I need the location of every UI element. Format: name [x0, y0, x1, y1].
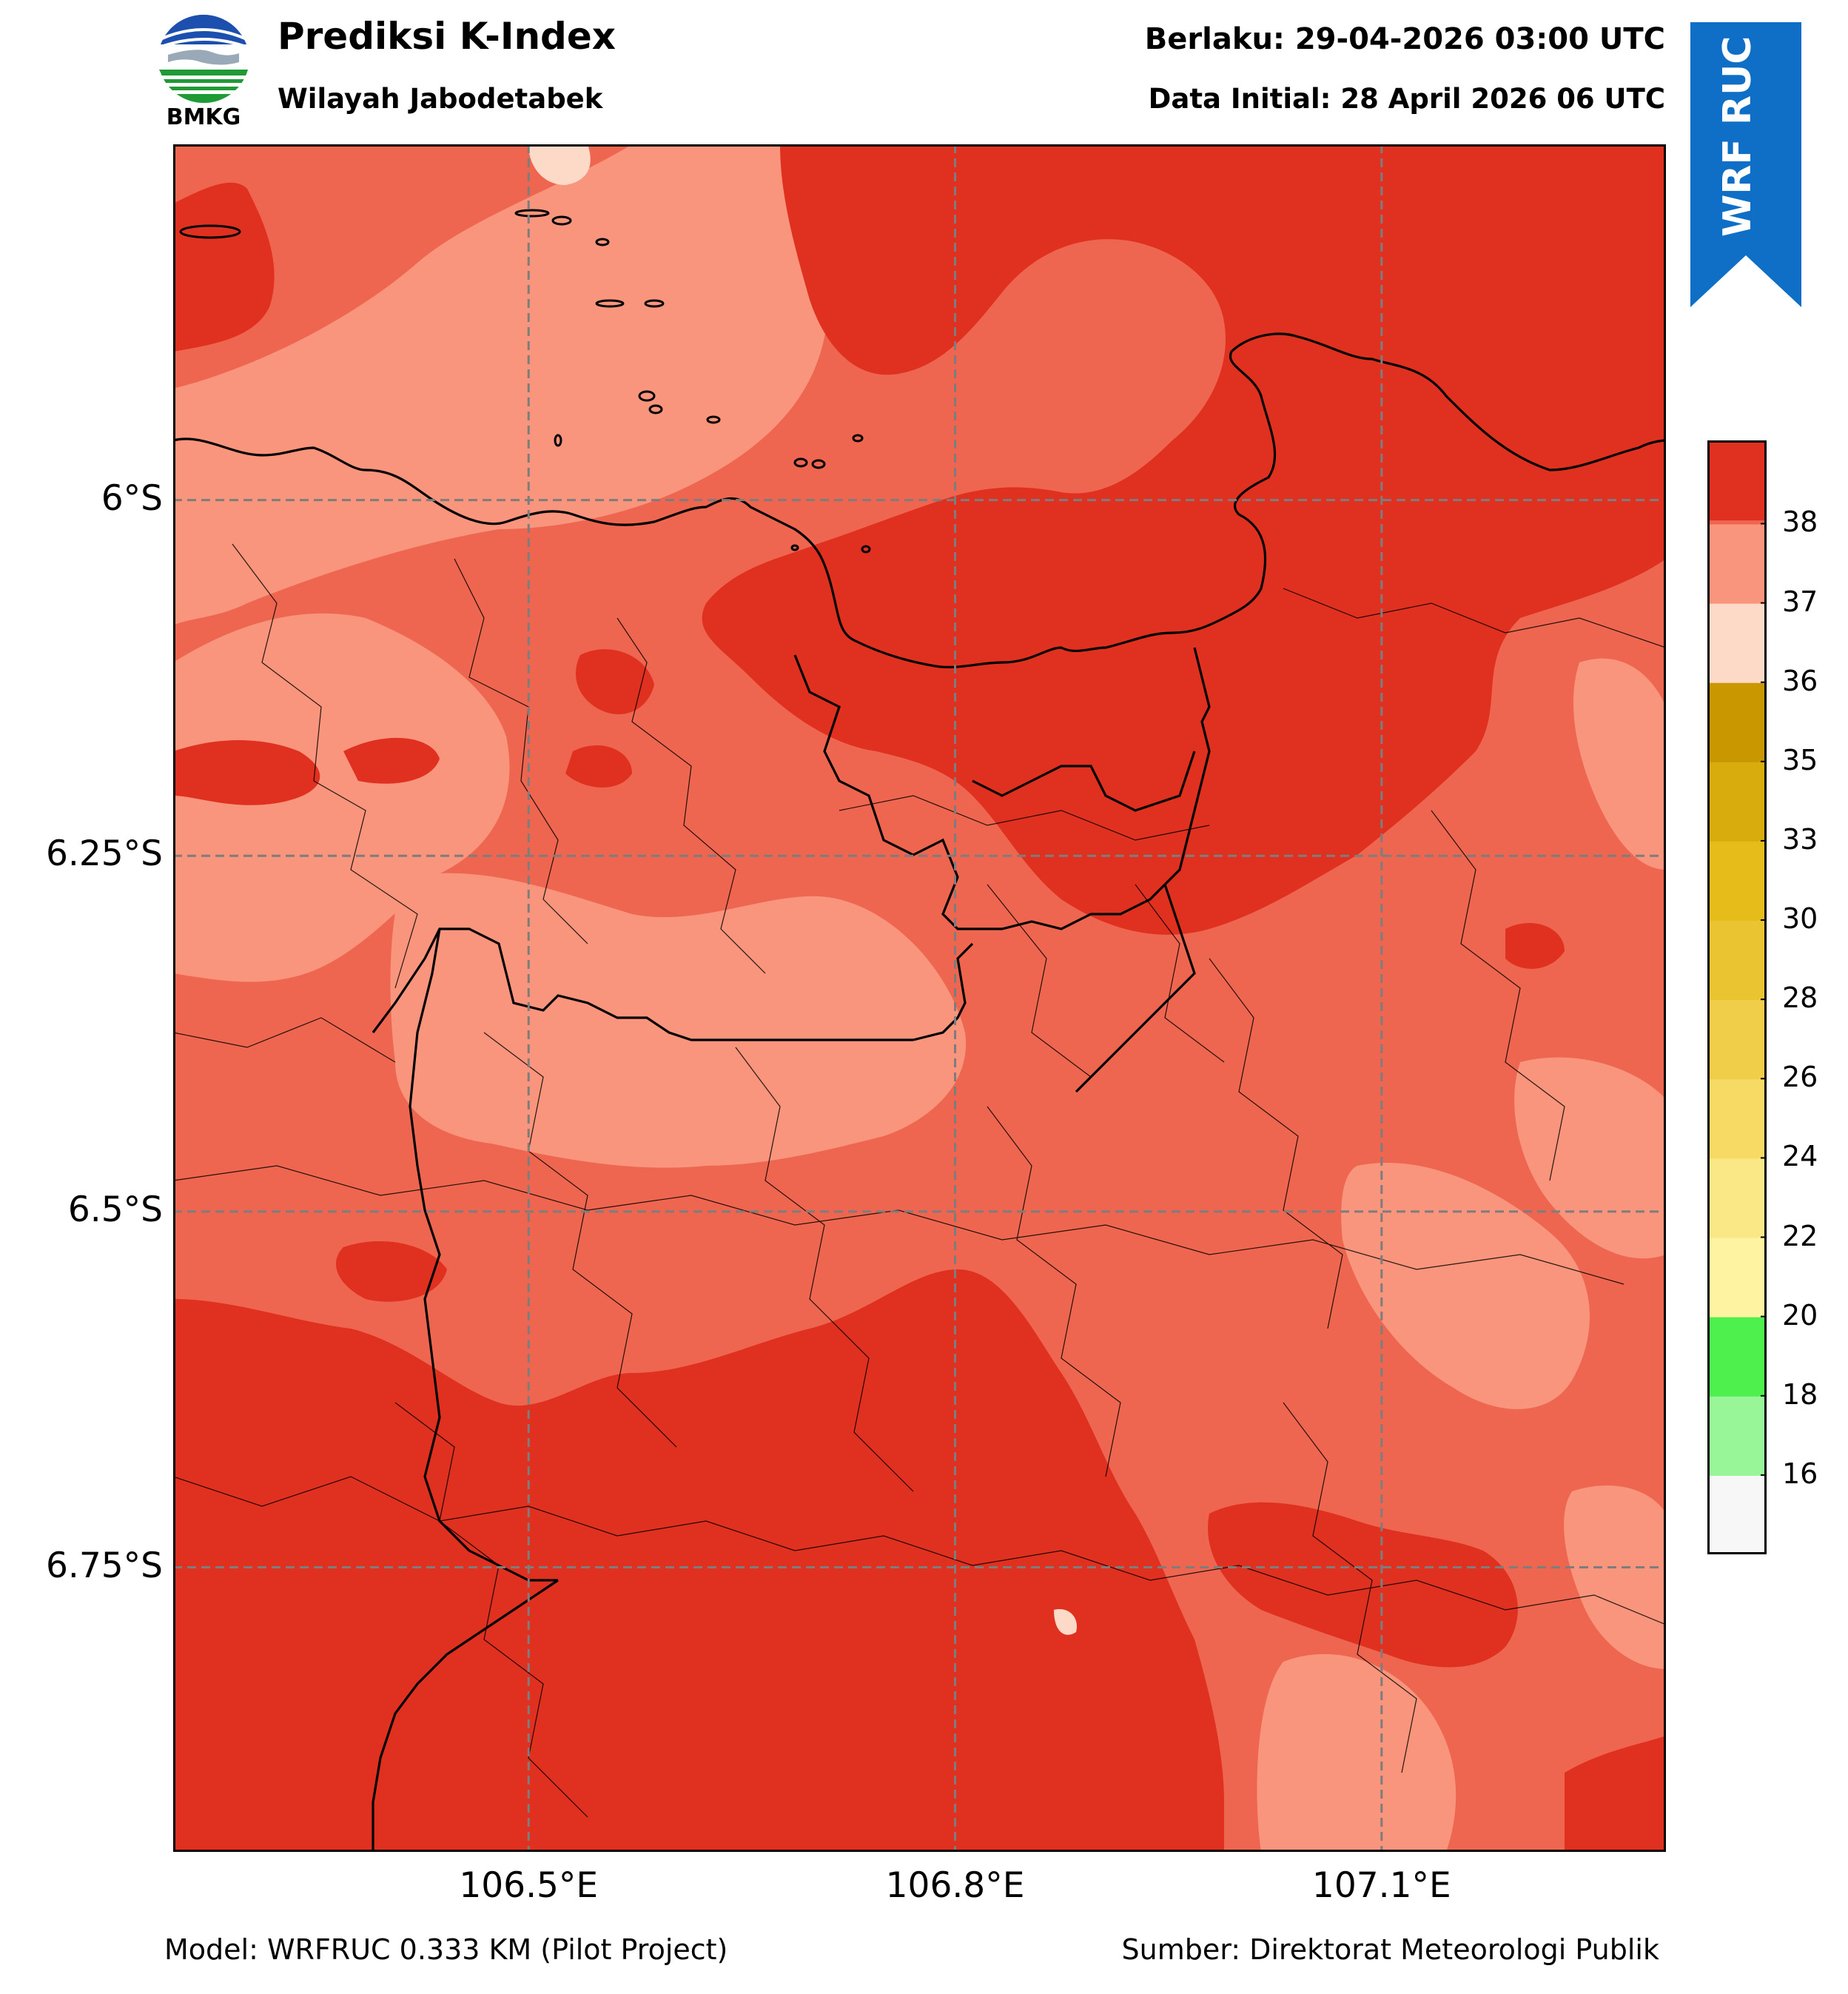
colorbar-tick-label: 18 — [1782, 1377, 1818, 1411]
wrf-ruc-ribbon — [1690, 22, 1801, 307]
colorbar-tick-label: 24 — [1782, 1140, 1818, 1173]
k-index-map — [173, 144, 1666, 1852]
latitude-label: 6.5°S — [67, 1189, 163, 1230]
initial-data-time: Data Initial: 28 April 2026 06 UTC — [1148, 83, 1665, 115]
colorbar-bin — [1707, 1474, 1767, 1554]
longitude-label: 107.1°E — [1311, 1865, 1451, 1906]
k-fill-38-plus — [173, 144, 1666, 1852]
colorbar-tick-label: 28 — [1782, 981, 1818, 1015]
colorbar-tick-label: 36 — [1782, 664, 1818, 697]
graticule — [173, 144, 1666, 1852]
latitude-label: 6.25°S — [46, 833, 163, 875]
ribbon-label: WRF RUC — [1716, 36, 1760, 237]
colorbar-bin — [1707, 840, 1767, 922]
colorbar-bin — [1707, 1237, 1767, 1317]
latitude-label: 6.75°S — [46, 1545, 163, 1586]
colorbar-tick-label: 26 — [1782, 1061, 1818, 1094]
colorbar-bin — [1707, 682, 1767, 762]
logo-label: BMKG — [167, 104, 241, 130]
colorbar-bin — [1707, 1316, 1767, 1397]
colorbar-bin — [1707, 440, 1767, 521]
province-boundaries-coastline — [173, 332, 1666, 1852]
map-frame — [173, 144, 1666, 1852]
colorbar-bin — [1707, 523, 1767, 604]
valid-time: Berlaku: 29-04-2026 03:00 UTC — [1144, 22, 1665, 56]
model-credit: Model: WRFRUC 0.333 KM (Pilot Project) — [164, 1933, 728, 1966]
bmkg-logo: BMKG — [158, 10, 249, 130]
thousand-islands — [179, 209, 871, 554]
colorbar-bin — [1707, 1158, 1767, 1238]
colorbar-tick-label: 37 — [1782, 585, 1818, 618]
colorbar-bin — [1707, 602, 1767, 683]
k-index-colorbar — [1707, 440, 1767, 1554]
colorbar-tick-label: 22 — [1782, 1219, 1818, 1252]
colorbar-tick-label: 33 — [1782, 822, 1818, 856]
k-fill-35-36 — [528, 144, 1077, 1635]
colorbar-bin — [1707, 1395, 1767, 1476]
colorbar-tick-label: 16 — [1782, 1457, 1818, 1490]
longitude-label: 106.8°E — [885, 1865, 1025, 1906]
latitude-label: 6°S — [101, 477, 163, 519]
colorbar-tick-label: 30 — [1782, 902, 1818, 936]
colorbar-bin — [1707, 761, 1767, 842]
colorbar-tick-label: 20 — [1782, 1298, 1818, 1332]
source-credit: Sumber: Direktorat Meteorologi Publik — [1121, 1933, 1659, 1966]
colorbar-tick-label: 38 — [1782, 506, 1818, 539]
longitude-label: 106.5°E — [459, 1865, 599, 1906]
colorbar-bin — [1707, 920, 1767, 1001]
map-title: Prediksi K-Index — [278, 15, 616, 58]
colorbar-tick-label: 35 — [1782, 743, 1818, 776]
colorbar-bin — [1707, 999, 1767, 1080]
colorbar-bin — [1707, 1078, 1767, 1159]
map-subtitle: Wilayah Jabodetabek — [278, 83, 603, 115]
colorbar-frame — [1707, 440, 1767, 1554]
